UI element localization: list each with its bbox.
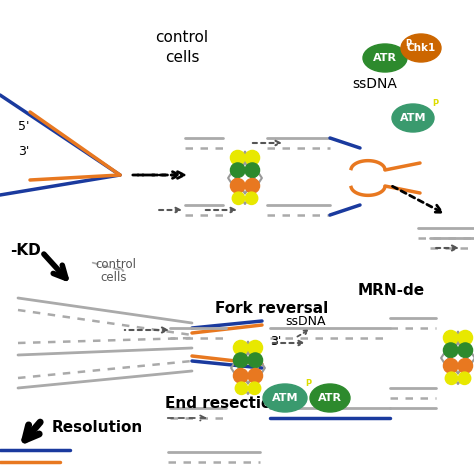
Ellipse shape bbox=[310, 384, 350, 412]
Text: Resolution: Resolution bbox=[52, 420, 143, 435]
Circle shape bbox=[246, 192, 258, 204]
Text: control: control bbox=[155, 30, 208, 45]
Ellipse shape bbox=[263, 384, 307, 412]
Circle shape bbox=[233, 340, 248, 355]
Circle shape bbox=[248, 368, 263, 383]
Text: ATM: ATM bbox=[400, 113, 426, 123]
Circle shape bbox=[230, 150, 245, 165]
Circle shape bbox=[458, 343, 473, 357]
Text: P: P bbox=[432, 99, 438, 108]
Text: ATM: ATM bbox=[272, 393, 298, 403]
Text: cells: cells bbox=[165, 50, 200, 65]
Text: P: P bbox=[439, 29, 445, 38]
Text: cells: cells bbox=[100, 271, 127, 284]
Text: ATR: ATR bbox=[318, 393, 342, 403]
Circle shape bbox=[444, 343, 458, 357]
Circle shape bbox=[245, 150, 260, 165]
Text: 3': 3' bbox=[270, 335, 282, 348]
Circle shape bbox=[232, 192, 245, 204]
Text: 3': 3' bbox=[18, 145, 29, 158]
Circle shape bbox=[458, 358, 473, 373]
Text: ATR: ATR bbox=[373, 53, 397, 63]
Circle shape bbox=[248, 340, 263, 355]
Text: ssDNA: ssDNA bbox=[352, 77, 397, 91]
Circle shape bbox=[230, 163, 245, 177]
Text: 5': 5' bbox=[18, 120, 29, 133]
Text: End resection: End resection bbox=[165, 396, 282, 411]
Circle shape bbox=[230, 179, 245, 193]
Circle shape bbox=[235, 382, 247, 394]
Circle shape bbox=[248, 353, 263, 367]
Circle shape bbox=[233, 368, 248, 383]
Ellipse shape bbox=[392, 104, 434, 132]
Ellipse shape bbox=[363, 44, 407, 72]
Circle shape bbox=[445, 372, 457, 384]
Text: P: P bbox=[305, 379, 311, 388]
Circle shape bbox=[444, 330, 458, 345]
Circle shape bbox=[444, 358, 458, 373]
Text: control: control bbox=[95, 258, 136, 271]
Circle shape bbox=[233, 353, 248, 367]
Circle shape bbox=[458, 330, 473, 345]
Circle shape bbox=[245, 163, 260, 177]
Circle shape bbox=[248, 382, 261, 394]
Text: ssDNA: ssDNA bbox=[285, 315, 326, 328]
Text: MRN-de: MRN-de bbox=[358, 283, 425, 298]
Text: Chk1: Chk1 bbox=[406, 43, 436, 53]
Text: Fork reversal: Fork reversal bbox=[215, 301, 328, 316]
Text: P: P bbox=[348, 379, 354, 388]
Circle shape bbox=[245, 179, 260, 193]
Circle shape bbox=[458, 372, 471, 384]
Ellipse shape bbox=[401, 34, 441, 62]
Text: -KD: -KD bbox=[10, 243, 41, 258]
Text: P: P bbox=[405, 39, 411, 48]
